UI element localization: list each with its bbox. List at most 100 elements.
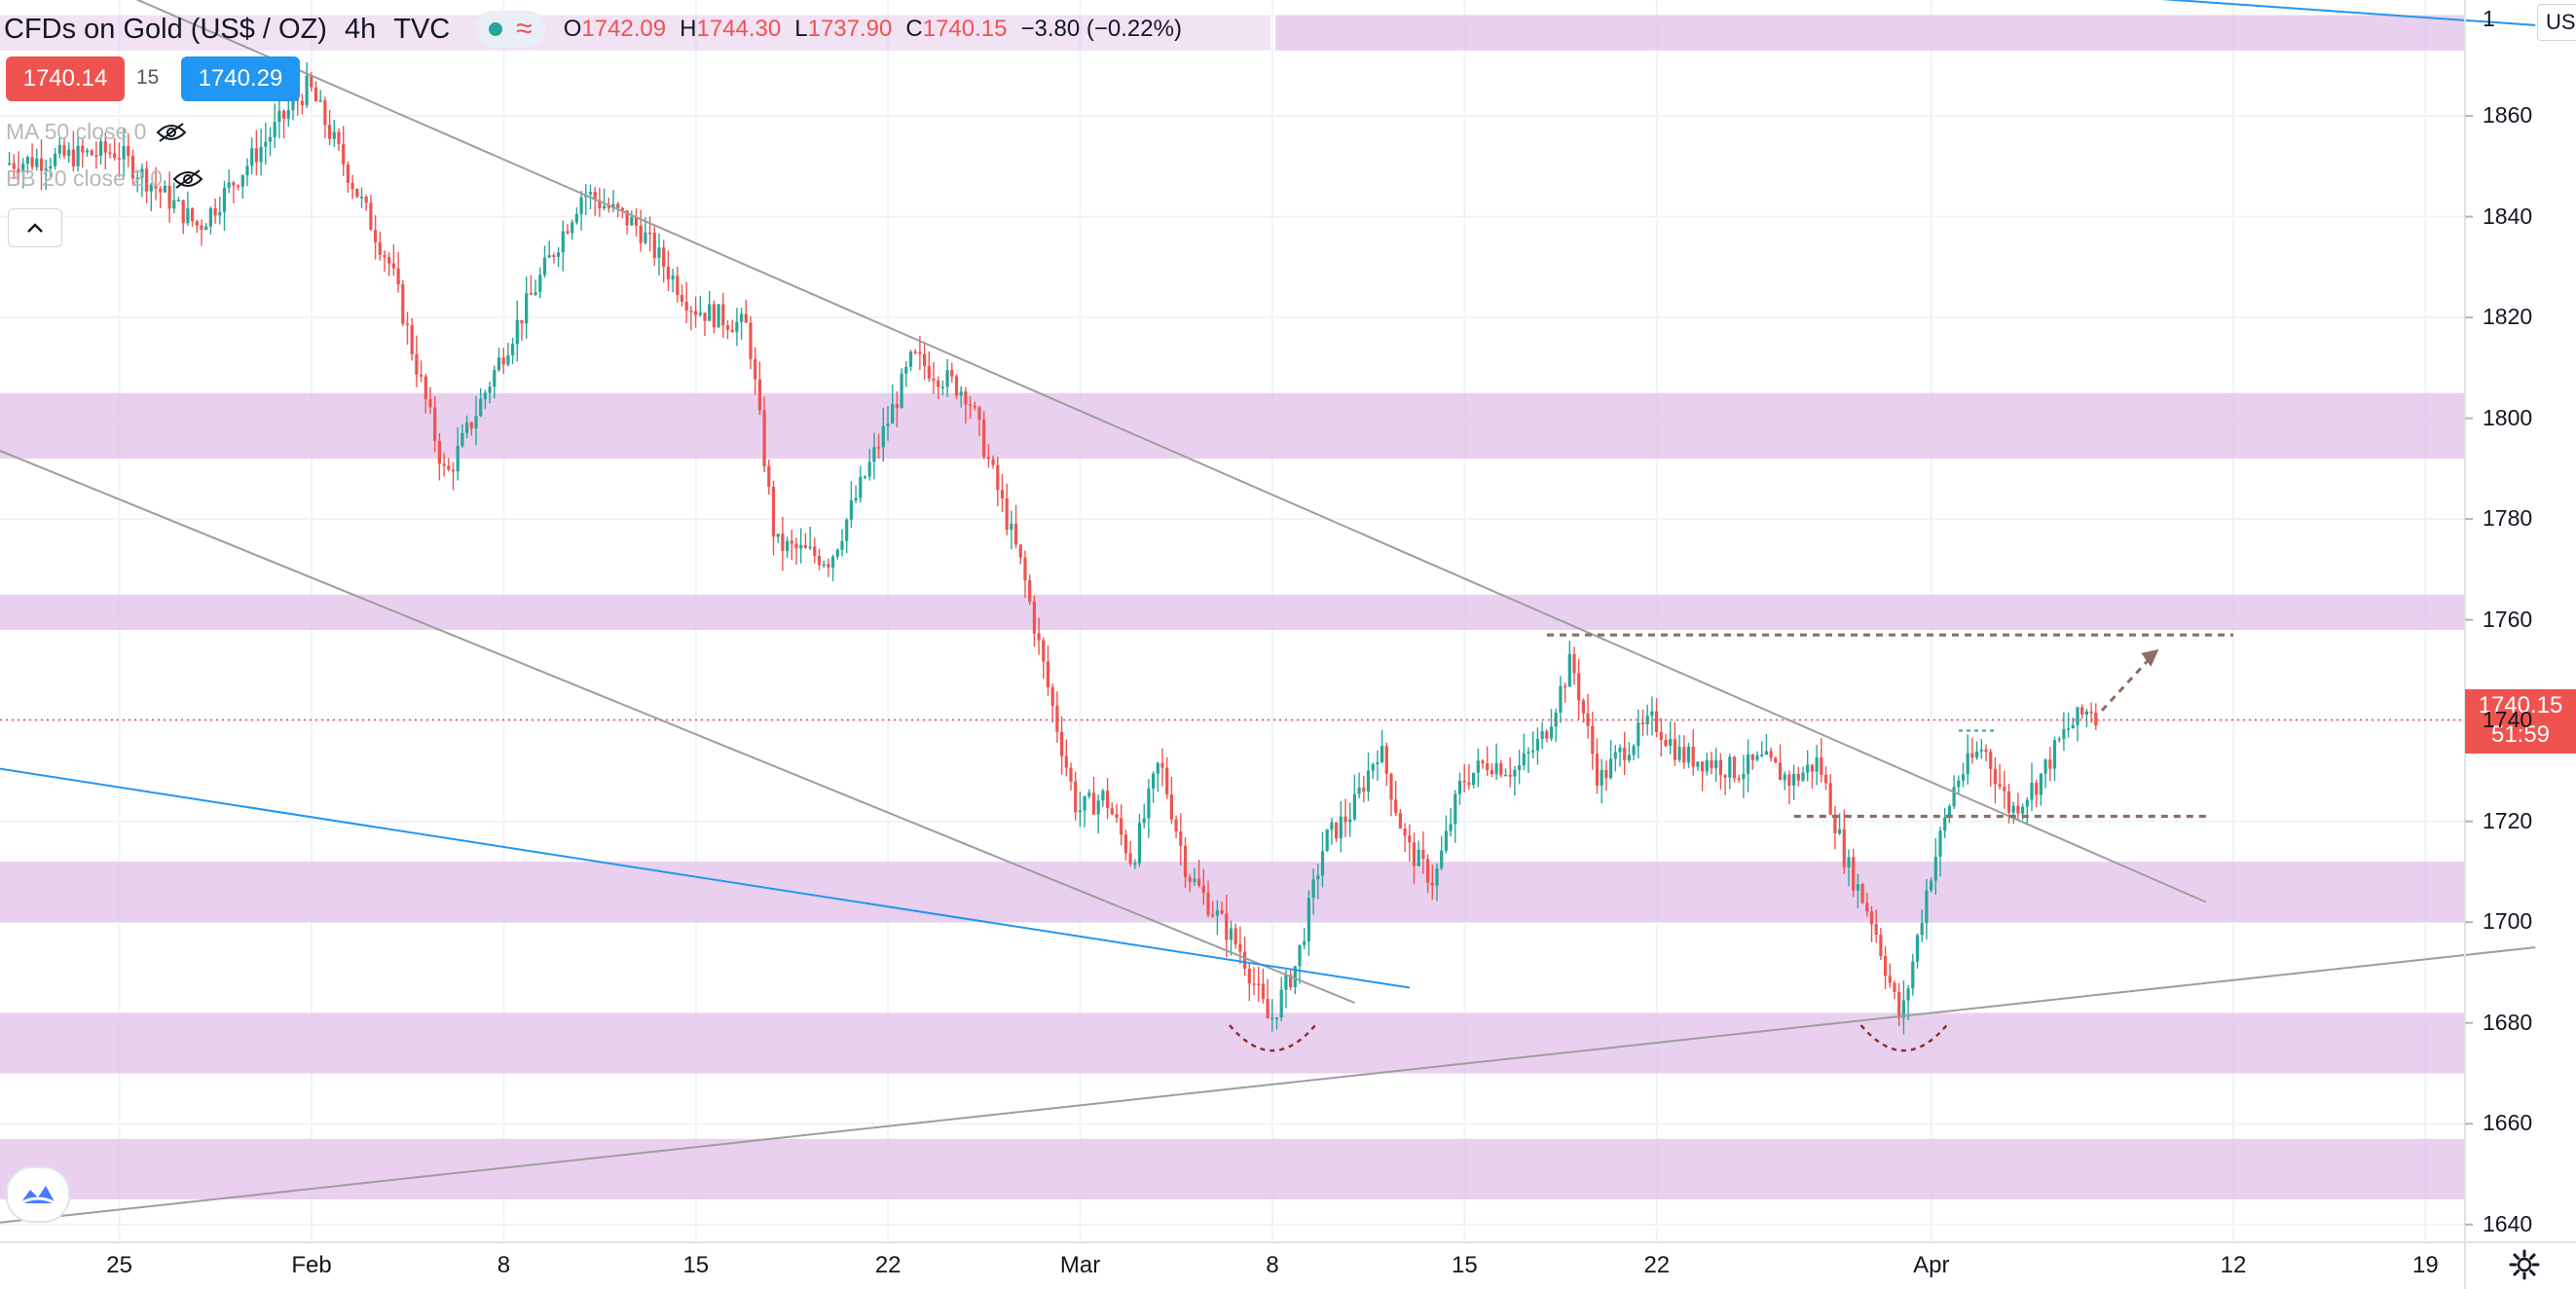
candle-body <box>374 230 378 242</box>
candle-body <box>854 497 858 500</box>
candle-body <box>1362 787 1366 792</box>
candle-body <box>1201 885 1205 894</box>
candle-body <box>982 420 986 458</box>
candle-body <box>781 534 785 551</box>
candle-body <box>396 268 400 285</box>
candle-body <box>1490 770 1493 775</box>
candle-body <box>1554 712 1558 727</box>
interval-label[interactable]: 4h <box>344 13 377 45</box>
eye-off-icon[interactable] <box>156 122 187 143</box>
candle-body <box>433 407 437 441</box>
indicator-ma[interactable]: MA 50 close 0 <box>6 119 187 145</box>
candle-body <box>1618 748 1622 753</box>
candle-body <box>2016 805 2020 814</box>
buy-price-button[interactable]: 1740.29 <box>181 56 300 101</box>
candle-body <box>159 188 163 193</box>
candle-body <box>1339 816 1343 839</box>
candle-body <box>30 157 34 167</box>
candle-body <box>908 351 913 367</box>
candle-body <box>813 546 817 556</box>
candle-body <box>186 208 190 224</box>
candle-body <box>762 410 766 467</box>
candle-body <box>776 534 780 537</box>
candle-body <box>1869 911 1874 925</box>
candle-body <box>1755 755 1759 760</box>
candle-body <box>771 487 776 537</box>
candle-body <box>401 284 405 324</box>
candle-body <box>891 404 895 424</box>
candle-body <box>1975 751 1979 758</box>
candle-body <box>1274 1017 1279 1019</box>
candle-body <box>1266 999 1270 1018</box>
candle-body <box>332 131 336 139</box>
collapse-legend-button[interactable] <box>8 208 62 247</box>
market-status[interactable]: ≈ <box>475 11 546 48</box>
indicator-bb[interactable]: BB 20 close 2 0 <box>6 166 203 192</box>
candle-body <box>634 216 639 226</box>
candle-body <box>1293 966 1297 988</box>
tradingview-logo-icon[interactable] <box>6 1166 70 1223</box>
ohlc-change: −3.80 (−0.22%) <box>1020 16 1182 42</box>
ohlc-high: H1744.30 <box>680 16 782 42</box>
candle-body <box>12 163 16 169</box>
candle-body <box>2067 728 2071 730</box>
candle-body <box>94 155 98 157</box>
eye-off-icon[interactable] <box>172 168 203 190</box>
candle-body <box>1147 789 1151 819</box>
candle-body <box>67 149 71 156</box>
candle-body <box>237 185 240 188</box>
candle-body <box>145 168 149 192</box>
candle-body <box>1179 831 1183 846</box>
candle-body <box>313 87 318 102</box>
candle-body <box>2011 805 2015 813</box>
candle-body <box>364 196 368 203</box>
symbol-title[interactable]: CFDs on Gold (US$ / OZ) <box>4 13 327 45</box>
candle-body <box>740 313 744 322</box>
candle-body <box>940 387 944 388</box>
candle-body <box>1467 782 1471 786</box>
candle-body <box>1408 835 1412 843</box>
candle-body <box>1289 975 1293 988</box>
candle-body <box>1481 760 1485 764</box>
candle-body <box>1522 753 1526 765</box>
candle-body <box>932 378 936 381</box>
candle-body <box>547 255 551 258</box>
candle-body <box>1101 791 1105 801</box>
x-tick-label: 22 <box>1643 1252 1671 1278</box>
candle-body <box>1842 829 1846 867</box>
candle-body <box>1705 759 1709 772</box>
candle-body <box>383 254 386 258</box>
price-zones <box>0 15 2465 1199</box>
candle-body <box>1398 813 1402 829</box>
candle-body <box>1106 791 1110 809</box>
candle-body <box>1595 754 1600 786</box>
candle-body <box>35 158 39 167</box>
candle-body <box>1357 787 1361 794</box>
candle-body <box>1247 969 1251 984</box>
candle-body <box>525 293 529 324</box>
currency-selector[interactable]: USD <box>2537 4 2576 41</box>
candle-body <box>286 110 290 120</box>
candle-body <box>1810 764 1814 772</box>
candle-body <box>725 325 730 330</box>
x-tick-label: 15 <box>682 1252 710 1278</box>
gear-icon[interactable] <box>2508 1248 2541 1281</box>
price-zone <box>1275 15 2465 51</box>
candle-body <box>1577 673 1581 701</box>
candle-body <box>460 432 464 447</box>
candle-body <box>442 463 446 466</box>
candle-body <box>1559 685 1563 713</box>
candle-body <box>611 203 615 208</box>
candle-body <box>1760 755 1764 756</box>
chevron-up-icon <box>27 223 43 233</box>
candle-body <box>1165 767 1169 795</box>
candle-body <box>593 192 597 201</box>
candle-body <box>1993 768 1997 785</box>
candle-body <box>1078 810 1082 813</box>
candle-body <box>2030 782 2034 800</box>
candle-body <box>1197 878 1201 886</box>
candle-body <box>1142 818 1146 824</box>
candle-body <box>1838 829 1842 834</box>
sell-price-button[interactable]: 1740.14 <box>6 56 125 101</box>
